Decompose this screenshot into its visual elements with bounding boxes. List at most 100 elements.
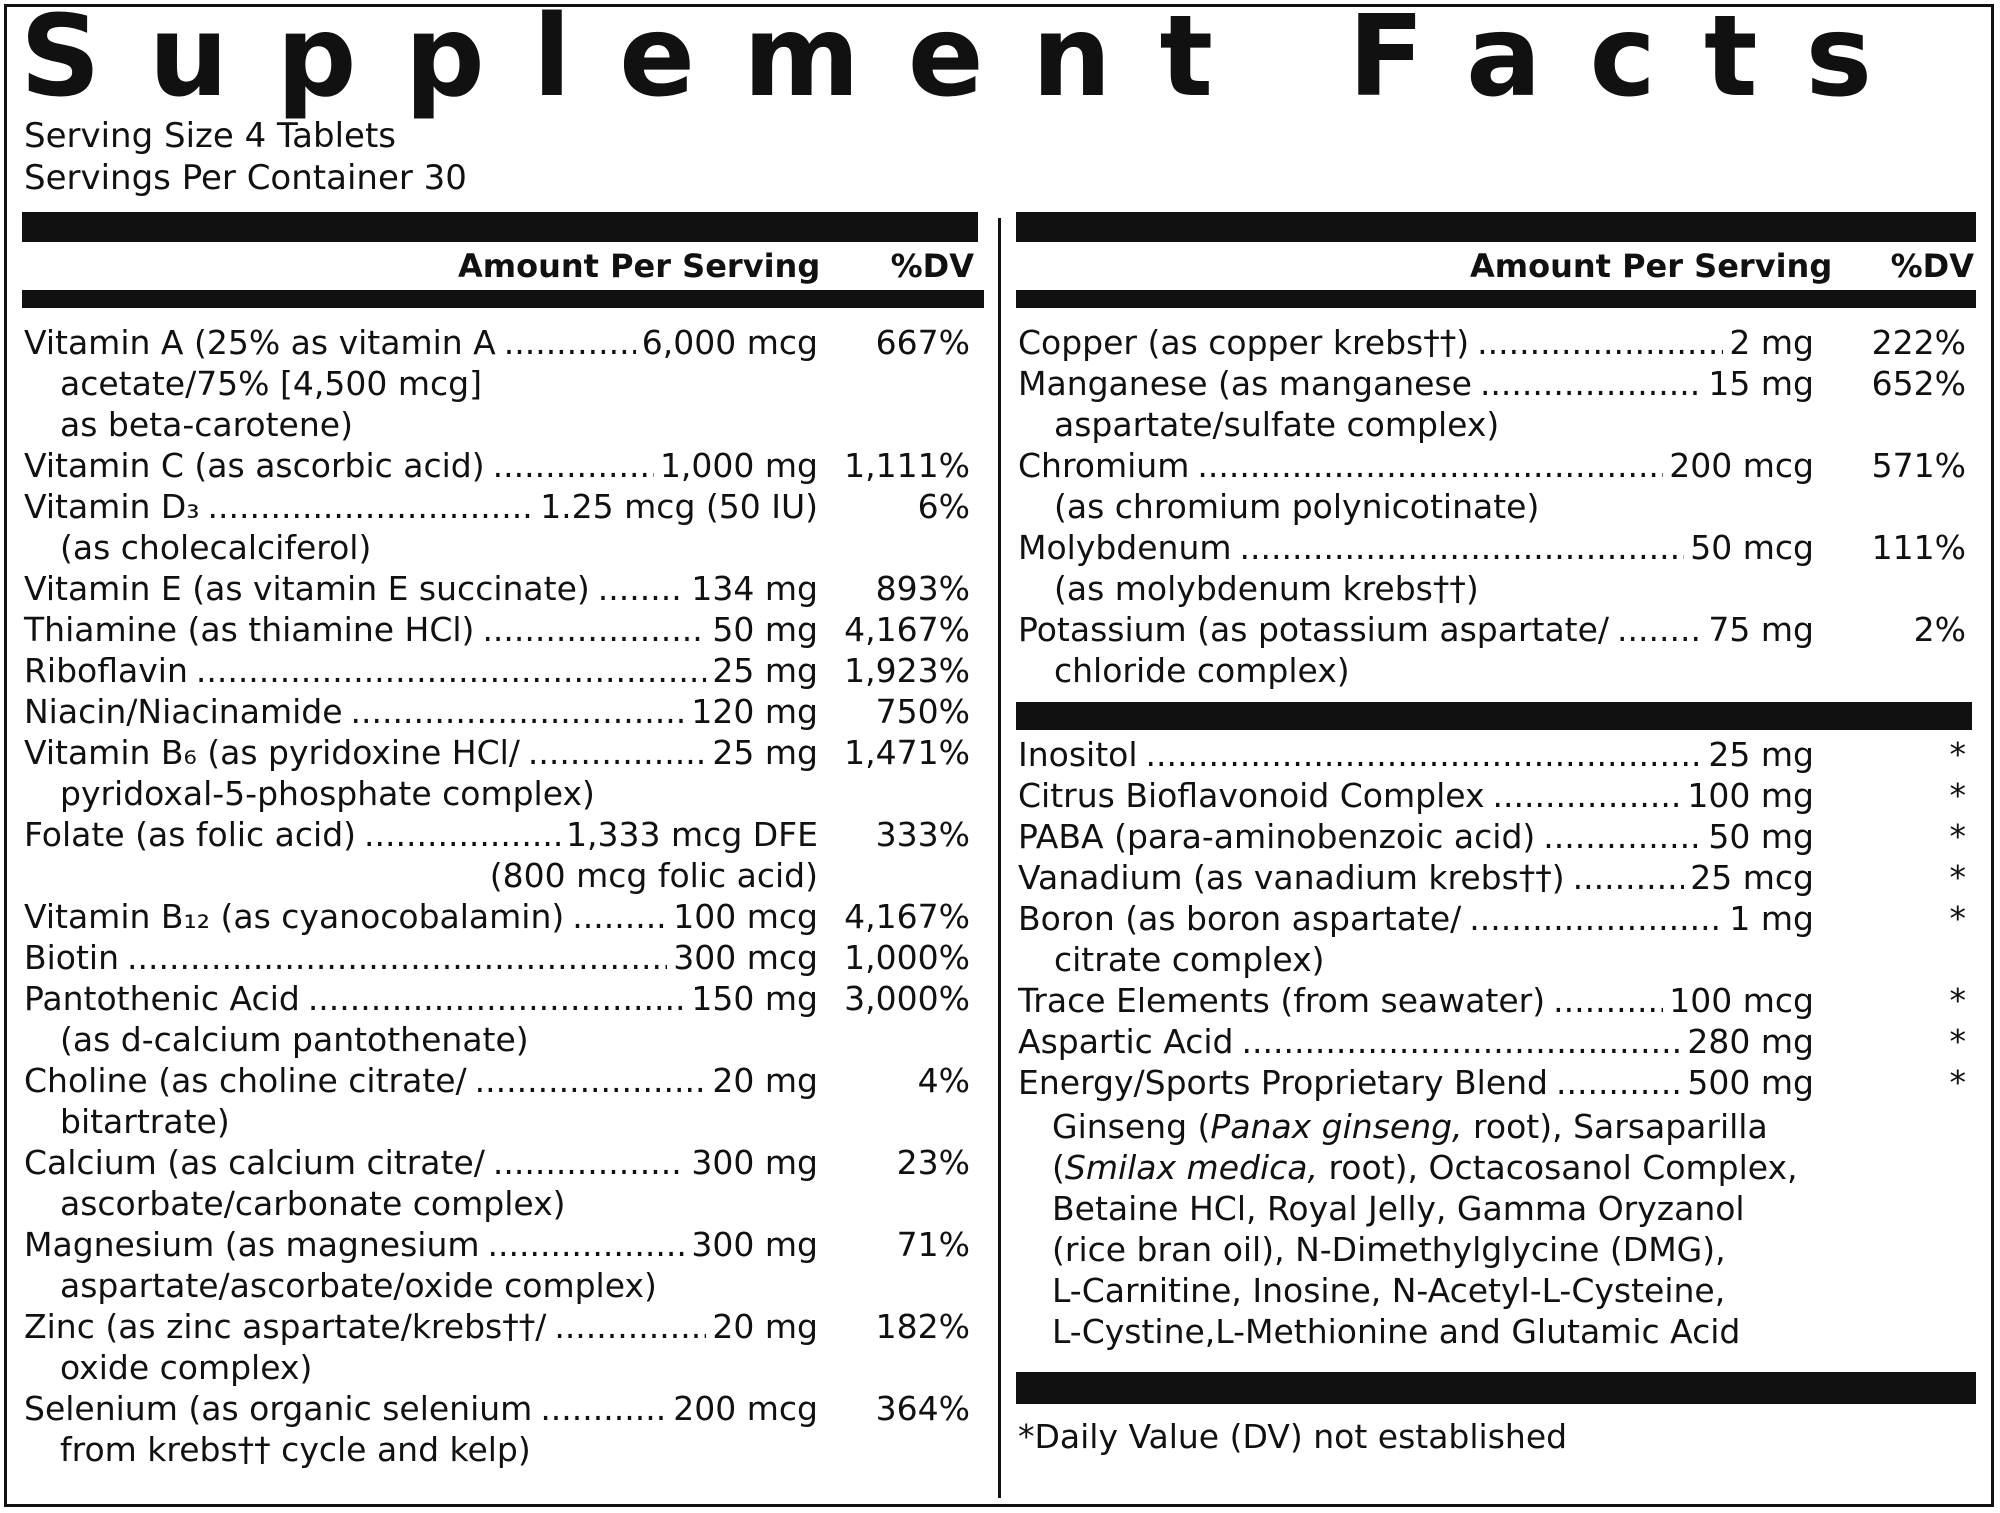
nutrient-name: Boron (as boron aspartate/ xyxy=(1018,899,1462,938)
daily-value-percent: 364% xyxy=(875,1389,970,1428)
nutrient-name: Niacin/Niacinamide xyxy=(24,692,343,731)
dot-leader: ........................................… xyxy=(1543,817,1702,856)
nutrient-name: Chromium xyxy=(1018,446,1190,485)
amount-per-serving: 20 mg xyxy=(712,1061,818,1100)
nutrient-source: as beta-carotene) xyxy=(60,405,353,444)
nutrient-source: (as chromium polynicotinate) xyxy=(1054,487,1540,526)
left-nutrient-list: Vitamin A (25% as vitamin A 6,000 mcg....… xyxy=(24,322,978,1470)
amount-per-serving: 20 mg xyxy=(712,1307,818,1346)
amount-per-serving: 1 mg xyxy=(1729,899,1814,938)
daily-value-percent: 1,000% xyxy=(844,938,970,977)
amount-per-serving: 200 mcg xyxy=(673,1389,818,1428)
nutrient-source: acetate/75% [4,500 mcg] xyxy=(60,364,482,403)
nutrient-row: Riboflavin 25 mg.........................… xyxy=(24,650,978,691)
nutrient-source: oxide complex) xyxy=(60,1348,313,1387)
nutrient-name: Vitamin E (as vitamin E succinate) xyxy=(24,569,590,608)
amount-per-serving-detail: (800 mcg folic acid) xyxy=(489,856,818,895)
nutrient-row: PABA (para-aminobenzoic acid) 50 mg......… xyxy=(1018,816,1974,857)
nutrient-line: (as molybdenum krebs††) xyxy=(1018,568,1974,609)
daily-value-percent: 23% xyxy=(896,1143,970,1182)
nutrient-line: Folate (as folic acid) 1,333 mcg DFE.....… xyxy=(24,814,978,855)
nutrient-source: (as d-calcium pantothenate) xyxy=(60,1020,529,1059)
nutrient-line: Vitamin A (25% as vitamin A 6,000 mcg....… xyxy=(24,322,978,363)
nutrient-name: Energy/Sports Proprietary Blend xyxy=(1018,1063,1548,1102)
dot-leader: ........................................… xyxy=(492,1143,686,1182)
amount-per-serving: 300 mg xyxy=(691,1143,818,1182)
amount-per-serving: 75 mg xyxy=(1708,610,1814,649)
amount-per-serving: 25 mg xyxy=(712,651,818,690)
nutrient-row: Citrus Bioflavonoid Complex 100 mg.......… xyxy=(1018,775,1974,816)
dot-leader: ........................................… xyxy=(1145,735,1703,774)
daily-value-percent: 182% xyxy=(875,1307,970,1346)
nutrient-line: oxide complex) xyxy=(24,1347,978,1388)
nutrient-line: Inositol 25 mg...........................… xyxy=(1018,734,1974,775)
amount-per-serving: 25 mg xyxy=(712,733,818,772)
column-divider xyxy=(998,218,1001,1498)
nutrient-source: bitartrate) xyxy=(60,1102,230,1141)
amount-per-serving: 25 mg xyxy=(1708,735,1814,774)
nutrient-line: Zinc (as zinc aspartate/krebs††/ 20 mg...… xyxy=(24,1306,978,1347)
panel-title: Supplement Facts xyxy=(20,0,1921,122)
nutrient-line: aspartate/sulfate complex) xyxy=(1018,404,1974,445)
daily-value-percent: 111% xyxy=(1871,528,1966,567)
dot-leader: ........................................… xyxy=(127,938,667,977)
nutrient-row: Magnesium (as magnesium 300 mg...........… xyxy=(24,1224,978,1306)
nutrient-name: Vitamin D₃ xyxy=(24,487,200,526)
nutrient-name: Aspartic Acid xyxy=(1018,1022,1234,1061)
nutrient-line: Vitamin C (as ascorbic acid) 1,000 mg....… xyxy=(24,445,978,486)
dot-leader: ........................................… xyxy=(350,692,686,731)
nutrient-row: Vanadium (as vanadium krebs††) 25 mcg....… xyxy=(1018,857,1974,898)
amount-per-serving: 1.25 mcg (50 IU) xyxy=(540,487,818,526)
dot-leader: ........................................… xyxy=(540,1389,667,1428)
dot-leader: ........................................… xyxy=(1553,981,1663,1020)
nutrient-source: aspartate/ascorbate/oxide complex) xyxy=(60,1266,657,1305)
nutrient-row: Molybdenum 50 mcg........................… xyxy=(1018,527,1974,609)
nutrient-name: Thiamine (as thiamine HCl) xyxy=(24,610,475,649)
blend-ingredient-line: (rice bran oil), N-Dimethylglycine (DMG)… xyxy=(1052,1230,1726,1269)
nutrient-line: Riboflavin 25 mg.........................… xyxy=(24,650,978,691)
amount-header-right: Amount Per Serving xyxy=(1470,247,1833,285)
nutrient-name: Vitamin B₁₂ (as cyanocobalamin) xyxy=(24,897,565,936)
nutrient-line: Manganese (as manganese 15 mg............… xyxy=(1018,363,1974,404)
footer-divider-right xyxy=(1016,1372,1976,1404)
nutrient-row: Thiamine (as thiamine HCl) 50 mg.........… xyxy=(24,609,978,650)
dot-leader: ........................................… xyxy=(1469,899,1724,938)
nutrient-row: Inositol 25 mg...........................… xyxy=(1018,734,1974,775)
nutrient-name: Copper (as copper krebs††) xyxy=(1018,323,1470,362)
medium-divider-right xyxy=(1016,290,1976,308)
nutrient-name: Trace Elements (from seawater) xyxy=(1018,981,1546,1020)
dv-header-left: %DV xyxy=(890,247,974,285)
blend-ingredient-line: (Smilax medica, root), Octacosanol Compl… xyxy=(1052,1148,1798,1187)
nutrient-line: Calcium (as calcium citrate/300 mg......… xyxy=(24,1142,978,1183)
section-divider-right xyxy=(1016,702,1972,730)
dot-leader: ........................................… xyxy=(503,323,636,362)
daily-value-percent: 71% xyxy=(896,1225,970,1264)
nutrient-name: Selenium (as organic selenium xyxy=(24,1389,533,1428)
nutrient-line: Pantothenic Acid 150 mg..................… xyxy=(24,978,978,1019)
amount-per-serving: 300 mcg xyxy=(673,938,818,977)
nutrient-source: aspartate/sulfate complex) xyxy=(1054,405,1500,444)
right-nutrient-list: Copper (as copper krebs††) 2 mg..........… xyxy=(1018,322,1974,691)
nutrient-line: Magnesium (as magnesium 300 mg...........… xyxy=(24,1224,978,1265)
nutrient-source: from krebs†† cycle and kelp) xyxy=(60,1430,531,1469)
nutrient-line: Boron (as boron aspartate/1 mg..........… xyxy=(1018,898,1974,939)
dot-leader: ........................................… xyxy=(1239,528,1685,567)
nutrient-name: Inositol xyxy=(1018,735,1138,774)
daily-value-percent: * xyxy=(1949,1063,1967,1102)
amount-per-serving: 25 mcg xyxy=(1690,858,1814,897)
daily-value-percent: 4,167% xyxy=(844,610,970,649)
daily-value-percent: 893% xyxy=(875,569,970,608)
nutrient-name: Vanadium (as vanadium krebs††) xyxy=(1018,858,1565,897)
dot-leader: ........................................… xyxy=(195,651,707,690)
nutrient-name: Manganese (as manganese xyxy=(1018,364,1472,403)
nutrient-line: bitartrate) xyxy=(24,1101,978,1142)
servings-per-container: Servings Per Container 30 xyxy=(24,158,467,198)
amount-per-serving: 50 mg xyxy=(1708,817,1814,856)
amount-per-serving: 50 mcg xyxy=(1690,528,1814,567)
nutrient-source: citrate complex) xyxy=(1054,940,1325,979)
daily-value-percent: 4,167% xyxy=(844,897,970,936)
nutrient-row: Biotin 300 mcg...........................… xyxy=(24,937,978,978)
amount-per-serving: 100 mg xyxy=(1687,776,1814,815)
nutrient-row: Calcium (as calcium citrate/300 mg......… xyxy=(24,1142,978,1224)
dot-leader: ........................................… xyxy=(207,487,535,526)
